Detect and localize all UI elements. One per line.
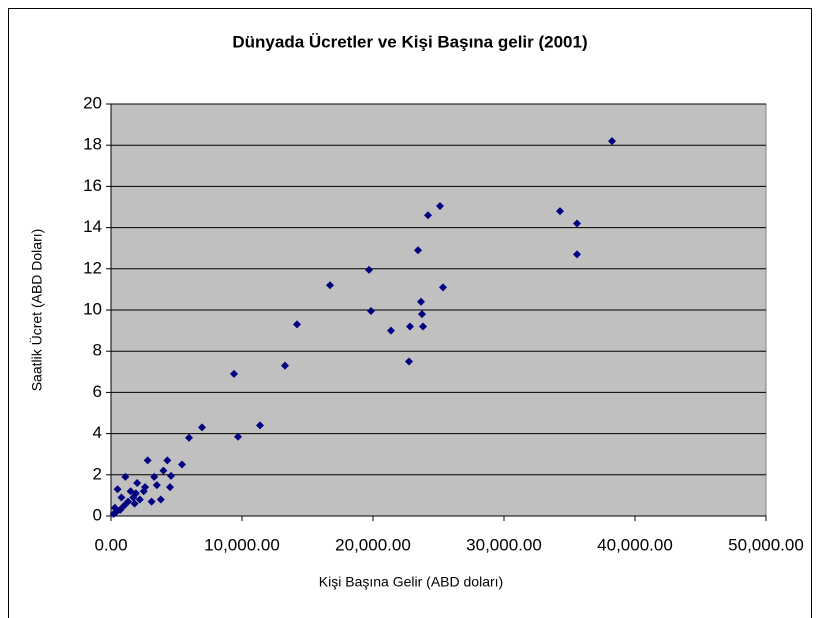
point — [116, 505, 125, 514]
point — [413, 246, 422, 255]
point — [417, 310, 426, 319]
point — [386, 326, 395, 335]
point — [573, 250, 582, 259]
point — [143, 456, 152, 465]
y-tick-label: 2 — [93, 464, 102, 483]
x-tick-label: 10,000.00 — [204, 535, 280, 554]
point — [229, 369, 238, 378]
point — [150, 472, 159, 481]
point — [113, 485, 122, 494]
y-tick-label: 6 — [93, 382, 102, 401]
point — [163, 456, 172, 465]
point — [131, 489, 140, 498]
y-tick-label: 16 — [83, 176, 102, 195]
point — [166, 471, 175, 480]
x-tick-label: 30,000.00 — [466, 535, 542, 554]
x-tick-label: 40,000.00 — [597, 535, 673, 554]
point — [117, 493, 126, 502]
y-tick-label: 12 — [83, 258, 102, 277]
point — [326, 281, 335, 290]
point — [120, 501, 129, 510]
point — [156, 495, 165, 504]
point — [184, 433, 193, 442]
y-tick-label: 14 — [83, 217, 102, 236]
x-tick-label: 0.00 — [94, 535, 127, 554]
point — [130, 499, 139, 508]
point — [419, 322, 428, 331]
point — [121, 472, 130, 481]
point — [292, 320, 301, 329]
point — [166, 483, 175, 492]
x-tick-label: 20,000.00 — [335, 535, 411, 554]
point — [436, 201, 445, 210]
x-tick-label: 50,000.00 — [728, 535, 804, 554]
y-tick-label: 8 — [93, 341, 102, 360]
point — [234, 432, 243, 441]
y-tick-label: 4 — [93, 423, 102, 442]
point — [159, 466, 168, 475]
point — [135, 495, 144, 504]
point — [573, 219, 582, 228]
point — [152, 481, 161, 490]
point — [439, 283, 448, 292]
point — [280, 361, 289, 370]
y-tick-label: 0 — [93, 505, 102, 524]
y-tick-label: 20 — [83, 93, 102, 112]
point — [133, 479, 142, 488]
x-axis-title: Kişi Başına Gelir (ABD doları) — [319, 574, 503, 590]
point — [198, 423, 207, 432]
point — [109, 509, 118, 518]
point — [124, 497, 133, 506]
point — [405, 322, 414, 331]
point — [607, 137, 616, 146]
chart-title: Dünyada Ücretler ve Kişi Başına gelir (2… — [232, 32, 587, 51]
point — [556, 207, 565, 216]
point — [366, 307, 375, 316]
point — [255, 421, 264, 430]
y-tick-label: 18 — [83, 135, 102, 154]
point — [147, 497, 156, 506]
point — [423, 211, 432, 220]
point — [141, 483, 150, 492]
point — [178, 460, 187, 469]
point — [404, 357, 413, 366]
y-axis-title: Saatlik Ücret (ABD Doları) — [28, 229, 45, 392]
y-tick-label: 10 — [83, 299, 102, 318]
point — [416, 297, 425, 306]
point — [365, 265, 374, 274]
